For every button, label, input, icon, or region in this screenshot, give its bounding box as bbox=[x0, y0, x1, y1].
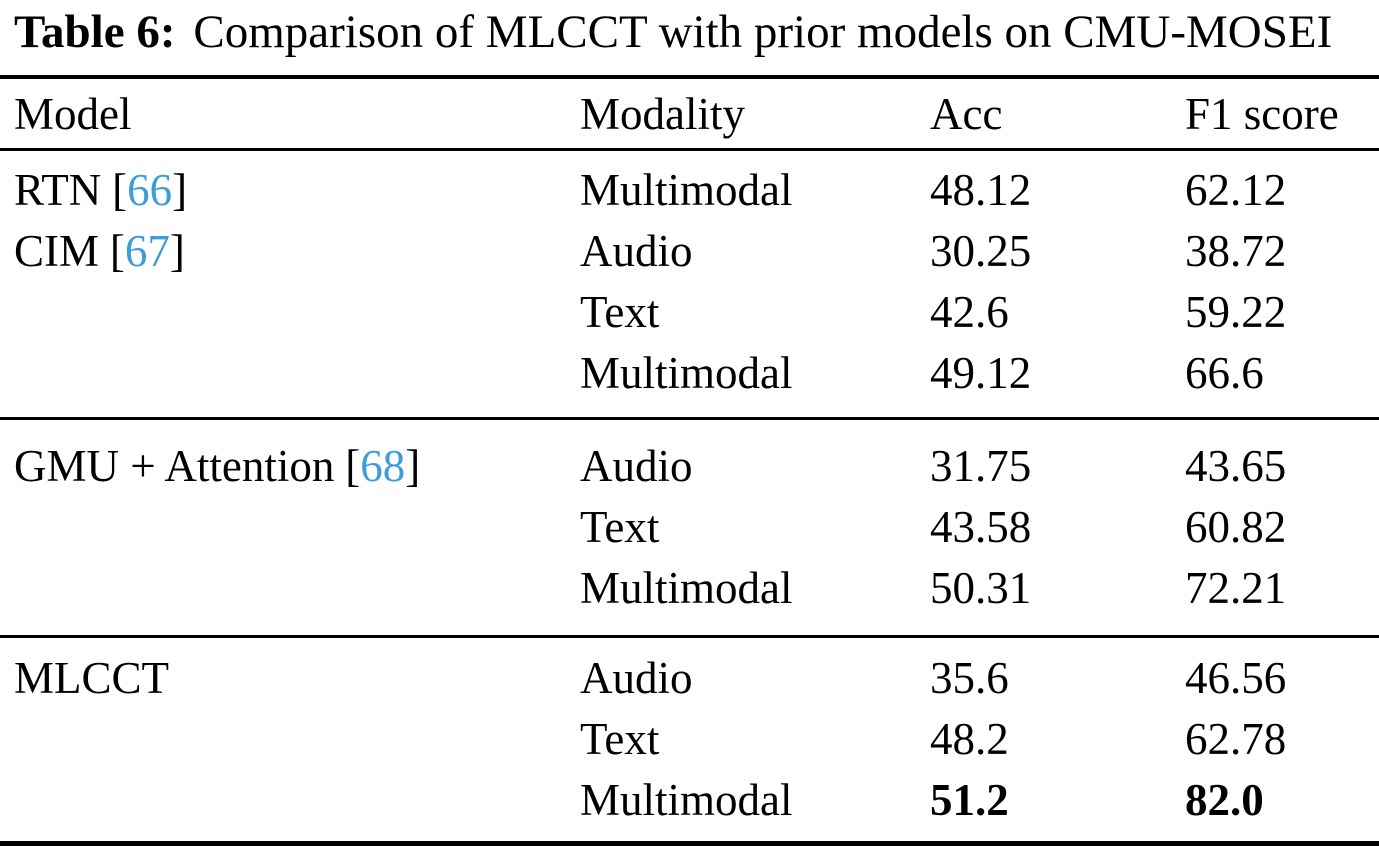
f1-cell: 82.0 bbox=[1185, 775, 1264, 825]
f1-cell: 59.22 bbox=[1185, 287, 1287, 337]
table-row: Audio 30.25 38.72 bbox=[580, 221, 1379, 282]
model-name-text: GMU + Attention bbox=[14, 441, 335, 491]
acc-cell: 48.12 bbox=[930, 165, 1032, 215]
table-header-row: Model Modality Acc F1 score bbox=[14, 79, 1379, 148]
citation-bracket-open: [ bbox=[345, 441, 361, 491]
acc-cell: 42.6 bbox=[930, 287, 1009, 337]
citation-link-68[interactable]: 68 bbox=[360, 441, 406, 491]
acc-cell: 35.6 bbox=[930, 653, 1009, 703]
rule-group-divider bbox=[0, 635, 1379, 638]
table-row-best-result: Multimodal 51.2 82.0 bbox=[580, 770, 1379, 831]
model-name-cim: CIM [67] bbox=[14, 221, 580, 282]
f1-cell: 62.78 bbox=[1185, 714, 1287, 764]
acc-cell: 48.2 bbox=[930, 714, 1009, 764]
column-header-acc: Acc bbox=[930, 88, 1003, 139]
modality-cell: Multimodal bbox=[580, 775, 793, 825]
column-header-model: Model bbox=[14, 88, 132, 139]
f1-cell: 72.21 bbox=[1185, 563, 1287, 613]
citation-bracket-close: ] bbox=[172, 165, 188, 215]
modality-cell: Multimodal bbox=[580, 348, 793, 398]
f1-cell: 43.65 bbox=[1185, 441, 1287, 491]
citation-link-67[interactable]: 67 bbox=[124, 226, 170, 276]
citation-bracket-open: [ bbox=[109, 226, 125, 276]
modality-cell: Audio bbox=[580, 226, 693, 276]
table-row: Audio 31.75 43.65 bbox=[580, 436, 1379, 497]
model-name-text: MLCCT bbox=[14, 653, 170, 703]
acc-cell: 51.2 bbox=[930, 775, 1009, 825]
table-row: Text 42.6 59.22 bbox=[580, 282, 1379, 343]
acc-cell: 49.12 bbox=[930, 348, 1032, 398]
table-row: Text 43.58 60.82 bbox=[580, 497, 1379, 558]
group-rows: Multimodal 48.12 62.12 Audio 30.25 38.72… bbox=[580, 160, 1379, 404]
rule-bottom bbox=[0, 841, 1379, 846]
table-caption-label: Table 6: bbox=[14, 6, 176, 58]
table-row: Audio 35.6 46.56 bbox=[580, 648, 1379, 709]
table-row: Multimodal 50.31 72.21 bbox=[580, 558, 1379, 619]
group-rows: Audio 35.6 46.56 Text 48.2 62.78 Multimo… bbox=[580, 648, 1379, 831]
model-cell: GMU + Attention [68] bbox=[14, 436, 580, 619]
model-name-text: CIM bbox=[14, 226, 100, 276]
rule-group-divider bbox=[0, 417, 1379, 420]
table-group-gmu-attention: GMU + Attention [68] Audio 31.75 43.65 Te… bbox=[14, 420, 1379, 635]
column-header-f1: F1 score bbox=[1185, 88, 1339, 139]
citation-bracket-open: [ bbox=[112, 165, 128, 215]
modality-cell: Audio bbox=[580, 653, 693, 703]
acc-cell: 50.31 bbox=[930, 563, 1032, 613]
f1-cell: 62.12 bbox=[1185, 165, 1287, 215]
table-row: Text 48.2 62.78 bbox=[580, 709, 1379, 770]
column-header-modality: Modality bbox=[580, 88, 745, 139]
citation-bracket-close: ] bbox=[169, 226, 185, 276]
modality-cell: Text bbox=[580, 714, 660, 764]
table-row: Multimodal 49.12 66.6 bbox=[580, 343, 1379, 404]
acc-cell: 31.75 bbox=[930, 441, 1032, 491]
f1-cell: 38.72 bbox=[1185, 226, 1287, 276]
model-cell: RTN [66] CIM [67] bbox=[14, 160, 580, 404]
acc-cell: 30.25 bbox=[930, 226, 1032, 276]
model-name-mlcct: MLCCT bbox=[14, 648, 580, 709]
table-caption: Table 6: Comparison of MLCCT with prior m… bbox=[0, 0, 1379, 60]
rule-top bbox=[0, 75, 1379, 79]
citation-bracket-close: ] bbox=[405, 441, 421, 491]
f1-cell: 60.82 bbox=[1185, 502, 1287, 552]
model-name-rtn: RTN [66] bbox=[14, 160, 580, 221]
modality-cell: Multimodal bbox=[580, 563, 793, 613]
model-name-gmu-attention: GMU + Attention [68] bbox=[14, 436, 580, 497]
modality-cell: Audio bbox=[580, 441, 693, 491]
acc-cell: 43.58 bbox=[930, 502, 1032, 552]
table-row: Multimodal 48.12 62.12 bbox=[580, 160, 1379, 221]
table-group-mlcct: MLCCT Audio 35.6 46.56 Text 48.2 62.78 M… bbox=[14, 638, 1379, 841]
table-group-rtn-cim: RTN [66] CIM [67] Multimodal 48.12 62.12 A… bbox=[14, 151, 1379, 417]
table-caption-text: Comparison of MLCCT with prior models on… bbox=[193, 6, 1333, 58]
f1-cell: 46.56 bbox=[1185, 653, 1287, 703]
citation-link-66[interactable]: 66 bbox=[127, 165, 173, 215]
model-cell: MLCCT bbox=[14, 648, 580, 831]
modality-cell: Text bbox=[580, 287, 660, 337]
modality-cell: Multimodal bbox=[580, 165, 793, 215]
rule-below-header bbox=[0, 148, 1379, 151]
model-name-text: RTN bbox=[14, 165, 102, 215]
modality-cell: Text bbox=[580, 502, 660, 552]
group-rows: Audio 31.75 43.65 Text 43.58 60.82 Multi… bbox=[580, 436, 1379, 619]
f1-cell: 66.6 bbox=[1185, 348, 1264, 398]
